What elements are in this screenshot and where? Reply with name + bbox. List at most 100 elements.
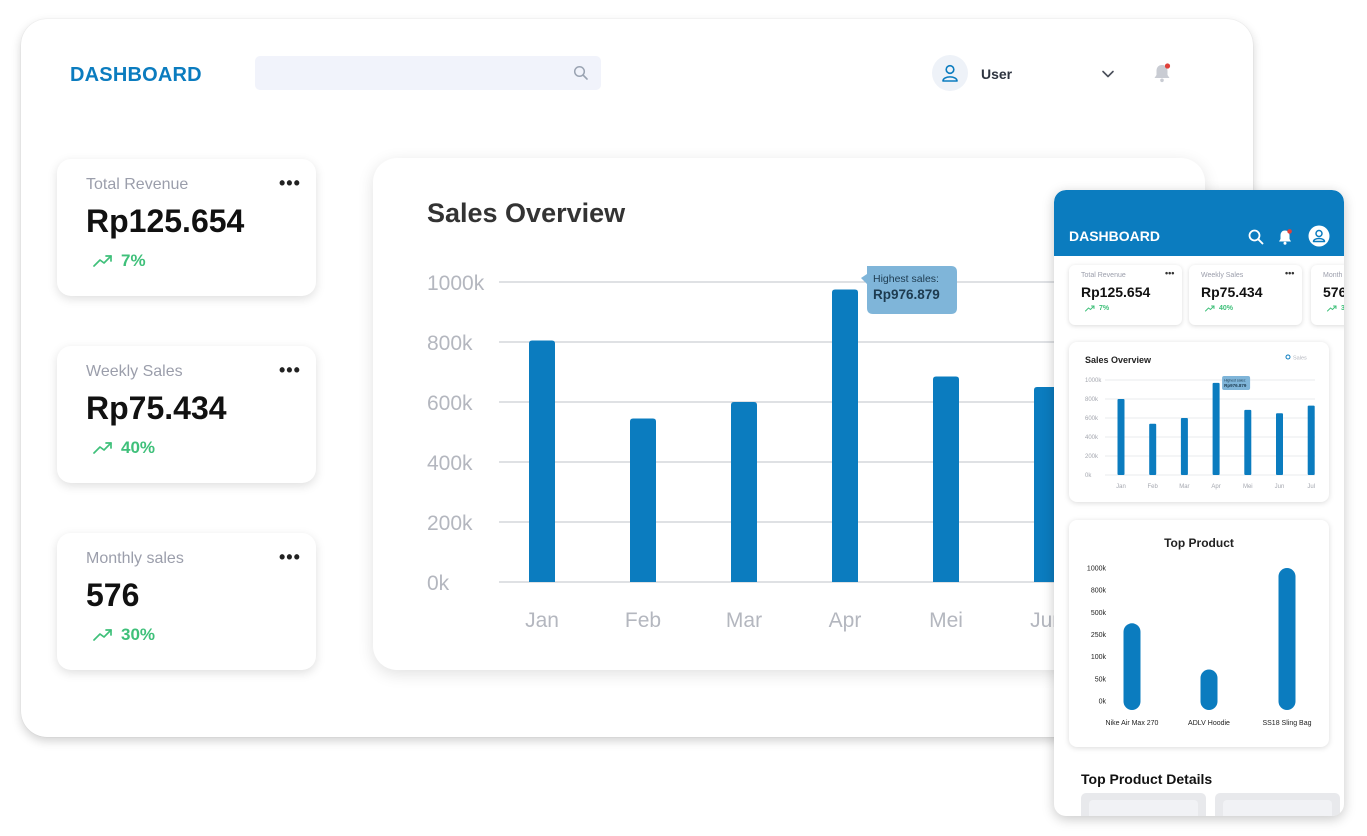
x-tick-label: Jan — [1116, 484, 1126, 490]
tooltip-value: Rp976.879 — [1224, 383, 1247, 388]
x-tick-label: Jan — [525, 609, 559, 632]
product-detail-card[interactable] — [1215, 793, 1340, 816]
bell-icon[interactable] — [1276, 228, 1294, 246]
bar — [731, 402, 757, 582]
x-tick-label: Mar — [1179, 484, 1189, 490]
user-name[interactable]: User — [981, 66, 1013, 82]
chart-title: Sales Overview — [1085, 355, 1152, 365]
chevron-down-icon[interactable] — [1101, 67, 1115, 81]
y-tick-label: 200k — [427, 512, 473, 535]
legend-label: Sales — [1293, 356, 1307, 362]
bar — [1149, 423, 1157, 475]
search-input[interactable] — [255, 56, 601, 90]
legend-marker — [1285, 354, 1291, 360]
stat-change: 40% — [93, 438, 155, 458]
stat-value: 576 — [1323, 284, 1344, 300]
y-tick-label: 600k — [1085, 416, 1099, 422]
stat-change-value: 40% — [121, 438, 156, 457]
stat-change-value: 3 — [1341, 305, 1344, 312]
y-tick-label: 0k — [427, 572, 450, 595]
stat-label: Weekly Sales — [86, 363, 183, 380]
mobile-sales-overview-card: Sales Overview Sales 0k 200k 400k 600k 800k 10… — [1069, 342, 1329, 502]
x-tick-label: Mar — [726, 609, 762, 632]
stat-card-monthly-sales: Monthly sales ••• 576 30% — [57, 533, 316, 670]
bar — [1307, 405, 1315, 475]
y-tick-label: 800k — [1091, 588, 1107, 595]
more-options-icon[interactable]: ••• — [279, 360, 301, 380]
more-options-icon[interactable]: ••• — [279, 173, 301, 193]
mobile-sales-overview-chart: Sales 0k 200k 400k 600k 800k 1000k Jan Feb Mar Apr… — [1085, 354, 1315, 490]
trending-up-icon — [93, 442, 112, 454]
y-tick-label: 1000k — [1087, 566, 1107, 573]
x-tick-label: Mei — [1243, 484, 1253, 490]
y-tick-label: 0k — [1085, 473, 1092, 479]
bar — [1276, 413, 1283, 475]
mobile-top-product-card: Top Product 0k 50k 100k 250k 500k 800k 1000k Ni… — [1069, 520, 1329, 747]
search-icon[interactable] — [1247, 228, 1265, 246]
tooltip-bubble — [861, 266, 957, 314]
stat-change: 30% — [93, 625, 155, 645]
stat-card-total-revenue: Total Revenue ••• Rp125.654 7% — [57, 159, 316, 296]
more-options-icon[interactable]: ••• — [1285, 268, 1295, 278]
stat-value: Rp125.654 — [1081, 284, 1151, 300]
bar — [1117, 399, 1125, 475]
trending-up-icon — [93, 629, 112, 641]
user-icon — [942, 64, 958, 82]
search-icon — [573, 65, 588, 80]
mobile-header: DASHBOARD — [1054, 190, 1344, 256]
y-tick-label: 800k — [427, 332, 473, 355]
chart-title: Top Product — [1164, 536, 1234, 550]
trending-up-icon — [1085, 305, 1095, 312]
y-tick-label: 800k — [1085, 397, 1099, 403]
bar — [529, 340, 555, 582]
bar — [1278, 568, 1296, 710]
stat-change: 7% — [93, 251, 146, 271]
mobile-dashboard-preview: DASHBOARD Total Revenue ••• Rp125.654 7% — [1054, 190, 1344, 816]
product-detail-card[interactable] — [1081, 793, 1206, 816]
stat-card-weekly-sales: Weekly Sales ••• Rp75.434 40% — [57, 346, 316, 483]
y-tick-label: 0k — [1099, 699, 1107, 706]
y-tick-label: 250k — [1091, 632, 1107, 639]
x-tick-label: SS18 Sling Bag — [1262, 720, 1311, 727]
trending-up-icon — [1327, 305, 1337, 312]
trending-up-icon — [93, 255, 112, 267]
tooltip-label: Highest sales: — [873, 273, 939, 285]
stat-change: 40% — [1205, 305, 1233, 312]
x-tick-label: Feb — [625, 609, 661, 632]
bell-icon[interactable] — [1152, 62, 1172, 84]
more-options-icon[interactable]: ••• — [279, 547, 301, 567]
tooltip-bubble — [1222, 376, 1251, 390]
bar — [1123, 623, 1141, 710]
stat-label: Monthly sales — [86, 550, 184, 567]
stat-change: 3 — [1327, 305, 1344, 312]
notification-dot — [1164, 63, 1171, 69]
x-tick-label: Apr — [829, 609, 862, 632]
y-tick-label: 400k — [1085, 435, 1099, 441]
y-tick-label: 50k — [1095, 676, 1107, 683]
mobile-stat-card-monthly-sales: Month 576 3 — [1311, 265, 1344, 325]
stat-value: Rp75.434 — [1201, 284, 1263, 300]
x-tick-label: Jun — [1275, 484, 1285, 490]
x-tick-label: ADLV Hoodie — [1188, 720, 1230, 727]
user-icon[interactable] — [1308, 225, 1330, 247]
bar — [832, 289, 858, 582]
mobile-brand-title: DASHBOARD — [1069, 228, 1160, 244]
y-tick-label: 500k — [1091, 610, 1107, 617]
y-tick-label: 400k — [427, 452, 473, 475]
x-tick-label: Apr — [1211, 484, 1220, 490]
stat-change-value: 7% — [1099, 305, 1110, 312]
x-tick-label: Jul — [1307, 484, 1315, 490]
y-tick-label: 600k — [427, 392, 473, 415]
y-tick-label: 100k — [1091, 654, 1107, 661]
top-product-details-title: Top Product Details — [1081, 771, 1213, 787]
bar — [1180, 418, 1188, 475]
top-product-chart: 0k 50k 100k 250k 500k 800k 1000k Nike Air Max 2… — [1087, 566, 1312, 728]
y-tick-label: 200k — [1085, 454, 1099, 460]
bar — [630, 418, 656, 582]
bar — [1034, 387, 1060, 582]
chart-title: Sales Overview — [427, 198, 626, 228]
stat-value: Rp125.654 — [86, 203, 245, 239]
avatar[interactable] — [932, 55, 968, 91]
stat-value: 576 — [86, 577, 140, 613]
more-options-icon[interactable]: ••• — [1165, 268, 1175, 278]
